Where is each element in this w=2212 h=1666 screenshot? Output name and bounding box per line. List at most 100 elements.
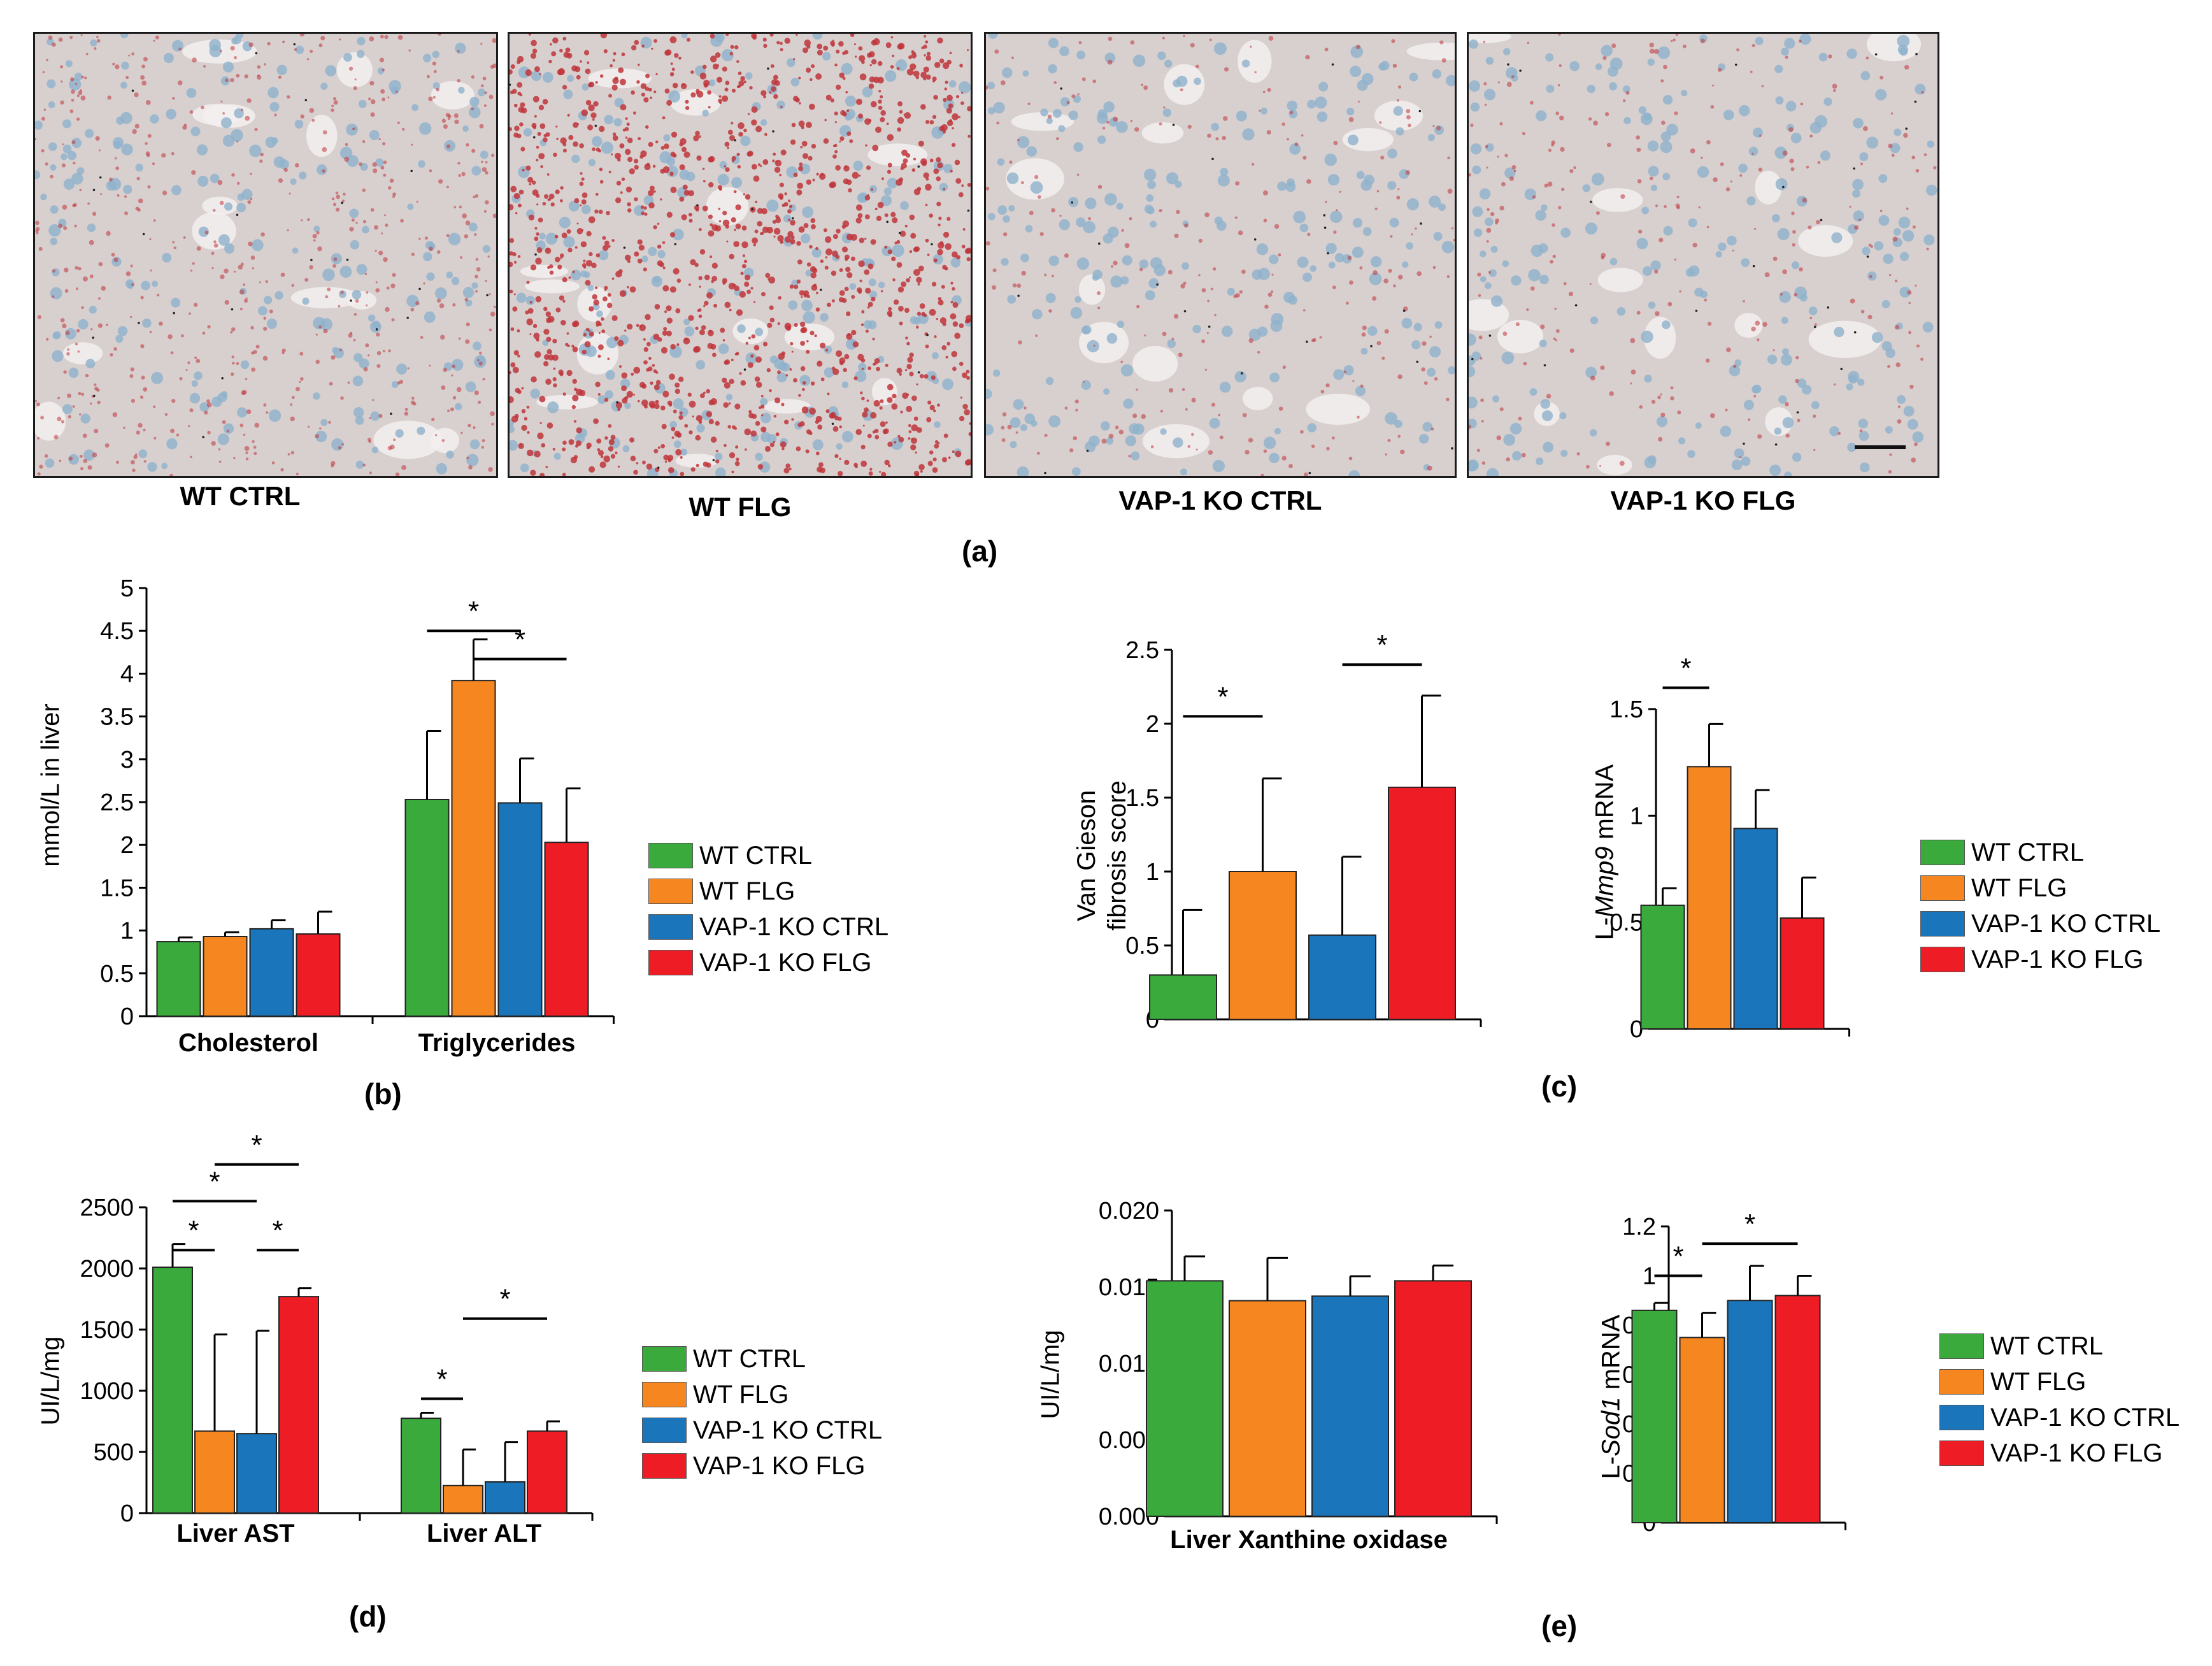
lipid-droplet	[1586, 464, 1590, 469]
lipid-droplet	[266, 411, 269, 414]
nucleus	[672, 228, 684, 241]
lipid-droplet	[233, 56, 237, 60]
nucleus	[1146, 194, 1154, 202]
nucleus	[356, 264, 367, 275]
lipid-droplet	[897, 117, 904, 124]
lipid-droplet	[1141, 413, 1146, 419]
ylabel-prefix: L-	[1597, 1456, 1625, 1479]
lipid-droplet	[762, 38, 767, 42]
legend-item: WT FLG	[642, 1377, 882, 1412]
nucleus	[1636, 238, 1648, 250]
lipid-droplet	[813, 284, 817, 287]
lipid-droplet	[110, 353, 113, 357]
lipid-droplet	[487, 255, 490, 258]
lipid-droplet	[923, 66, 929, 73]
lipid-droplet	[370, 112, 375, 117]
lipid-droplet	[634, 197, 638, 201]
nucleus	[1242, 128, 1255, 141]
lipid-droplet	[1000, 80, 1006, 85]
nucleus	[1356, 171, 1365, 180]
lipid-droplet	[217, 180, 223, 185]
nucleus	[432, 50, 439, 59]
nucleus	[52, 350, 64, 363]
lipid-droplet	[1888, 470, 1892, 474]
lipid-droplet	[1191, 398, 1196, 403]
lipid-droplet	[653, 449, 659, 454]
lipid-droplet	[611, 84, 618, 91]
lipid-droplet	[690, 70, 694, 74]
lipid-droplet	[1866, 56, 1869, 60]
lipid-droplet	[1143, 85, 1148, 90]
lipid-droplet	[333, 100, 338, 105]
nucleus	[1048, 38, 1059, 48]
lipid-droplet	[390, 284, 396, 289]
nucleus	[624, 402, 631, 410]
nucleus	[1438, 203, 1446, 212]
nucleus	[811, 248, 822, 258]
lipid-droplet	[517, 329, 520, 333]
lipid-droplet	[1660, 79, 1664, 83]
lipid-droplet	[482, 439, 485, 443]
lipid-droplet	[443, 368, 447, 373]
lipid-droplet	[333, 257, 338, 262]
lipid-droplet	[619, 290, 627, 297]
lipid-droplet	[602, 296, 608, 302]
lipid-droplet	[81, 75, 84, 79]
lipid-droplet	[899, 321, 903, 326]
lipid-droplet	[765, 273, 771, 278]
lipid-droplet	[341, 443, 345, 446]
ylabel-suffix: mRNA	[1590, 764, 1619, 847]
sinusoid-space	[706, 187, 749, 226]
lipid-droplet	[1915, 284, 1917, 287]
nucleus	[1885, 426, 1893, 434]
lipid-droplet	[280, 272, 285, 277]
lipid-droplet	[157, 294, 160, 297]
nucleus	[986, 424, 994, 436]
lipid-droplet	[1348, 456, 1353, 461]
lipid-droplet	[535, 257, 542, 265]
nucleus	[1046, 117, 1053, 124]
lipid-droplet	[996, 121, 1000, 125]
nucleus	[1144, 168, 1157, 181]
lipid-droplet	[316, 231, 320, 234]
y-tick-label: 2.5	[100, 789, 134, 816]
lipid-droplet	[906, 68, 914, 76]
sinusoid-space	[306, 115, 338, 157]
lipid-droplet	[548, 59, 552, 64]
nucleus	[702, 110, 709, 117]
nucleus	[1585, 366, 1597, 378]
nucleus	[1352, 218, 1363, 228]
lipid-droplet	[1163, 106, 1166, 109]
nucleus	[357, 36, 366, 46]
nucleus	[53, 331, 61, 340]
lipid-droplet	[424, 236, 428, 240]
lipid-droplet	[236, 140, 239, 143]
lipid-droplet	[1762, 322, 1767, 327]
nucleus	[1347, 134, 1359, 146]
lipid-droplet	[780, 149, 787, 155]
nucleus	[1697, 166, 1709, 178]
nucleus	[71, 173, 83, 185]
lipid-droplet	[697, 309, 701, 312]
lipid-droplet	[1359, 266, 1363, 269]
nucleus	[1293, 210, 1306, 224]
lipid-droplet	[1113, 117, 1118, 122]
nucleus	[194, 371, 203, 380]
lipid-droplet	[1320, 389, 1325, 394]
y-tick-label: 3.5	[100, 704, 134, 731]
nucleus	[436, 463, 448, 475]
nucleus	[1643, 266, 1653, 276]
nucleus	[358, 99, 367, 108]
lipid-droplet	[946, 108, 952, 114]
lipid-droplet	[106, 324, 108, 326]
lipid-droplet	[878, 99, 882, 104]
nucleus	[367, 314, 376, 322]
lipid-droplet	[524, 417, 528, 420]
lipid-droplet	[693, 347, 699, 353]
lipid-droplet	[650, 185, 655, 191]
y-tick-label: 2	[120, 832, 134, 859]
lipid-droplet	[1053, 81, 1057, 84]
nucleus	[740, 135, 751, 147]
lipid-droplet	[612, 132, 617, 136]
lipid-droplet	[1453, 238, 1455, 241]
